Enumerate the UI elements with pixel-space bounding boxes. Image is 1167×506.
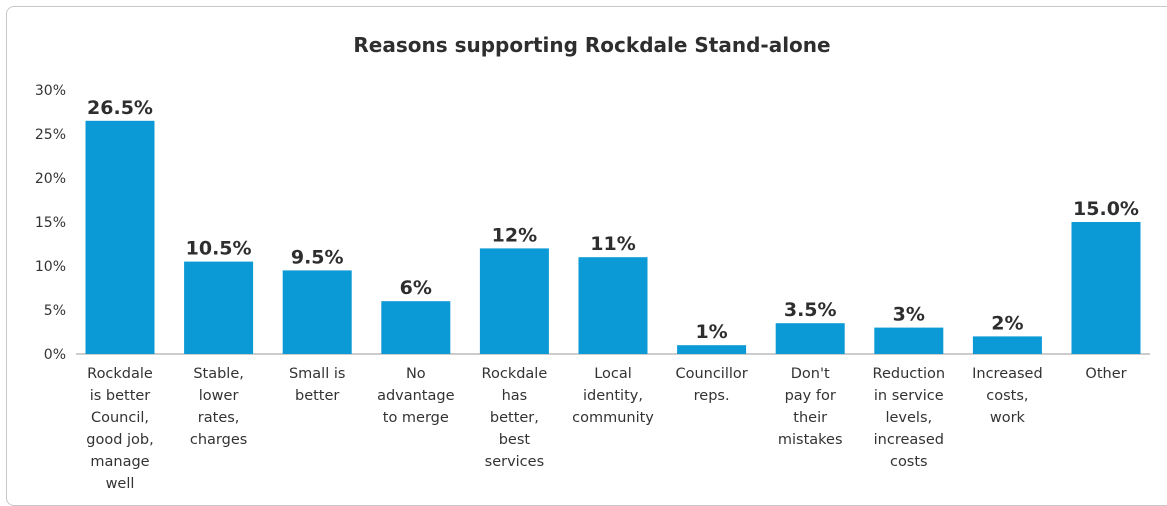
category-label: Reduction in service levels, increased costs	[873, 366, 946, 470]
bar	[874, 327, 944, 354]
bars	[85, 120, 1141, 354]
category-label: No advantage to merge	[377, 366, 455, 426]
y-tick-label: 15%	[35, 215, 66, 231]
y-tick-label: 0%	[44, 347, 66, 363]
y-tick-label: 20%	[35, 171, 66, 187]
category-label: Rockdale has better, best services	[482, 366, 548, 470]
y-axis: 0% 5% 10% 15% 20% 25% 30%	[35, 83, 66, 363]
data-label: 26.5%	[87, 97, 153, 119]
category-label: Stable, lower rates, charges	[190, 366, 247, 448]
data-label: 11%	[590, 233, 635, 255]
data-labels: 26.5% 10.5% 9.5% 6% 12% 11% 1% 3.5% 3% 2% 15.0%	[87, 97, 1139, 343]
bar	[184, 261, 254, 354]
data-label: 15.0%	[1073, 198, 1139, 220]
category-label: Don't pay for their mistakes	[778, 366, 843, 448]
category-labels: Rockdale is better Council, good job, manage…	[86, 366, 1126, 492]
chart-title: Reasons supporting Rockdale Stand-alone	[353, 33, 830, 57]
bar	[282, 270, 352, 354]
y-tick-label: 25%	[35, 127, 66, 143]
data-label: 10.5%	[186, 238, 252, 260]
bar	[381, 301, 451, 354]
y-tick-label: 30%	[35, 83, 66, 99]
y-tick-label: 5%	[44, 303, 66, 319]
bar	[479, 248, 549, 354]
data-label: 3.5%	[784, 299, 837, 321]
data-label: 3%	[893, 304, 925, 326]
bar	[1071, 222, 1141, 354]
bar	[578, 257, 648, 354]
data-label: 1%	[695, 321, 727, 343]
bar	[972, 336, 1042, 354]
data-label: 9.5%	[291, 246, 344, 268]
category-label: Local identity, community	[572, 366, 654, 426]
category-label: Councillor reps.	[675, 366, 747, 404]
data-label: 2%	[991, 312, 1023, 334]
category-label: Rockdale is better Council, good job, manage…	[86, 366, 153, 492]
chart-card	[6, 6, 1167, 506]
category-label: Small is better	[289, 366, 345, 404]
bar	[85, 120, 155, 354]
category-label: Increased costs, work	[972, 366, 1043, 426]
data-label: 12%	[492, 224, 537, 246]
y-tick-label: 10%	[35, 259, 66, 275]
data-label: 6%	[400, 277, 432, 299]
bar	[775, 323, 845, 354]
bar	[677, 345, 747, 354]
category-label: Other	[1085, 366, 1126, 382]
